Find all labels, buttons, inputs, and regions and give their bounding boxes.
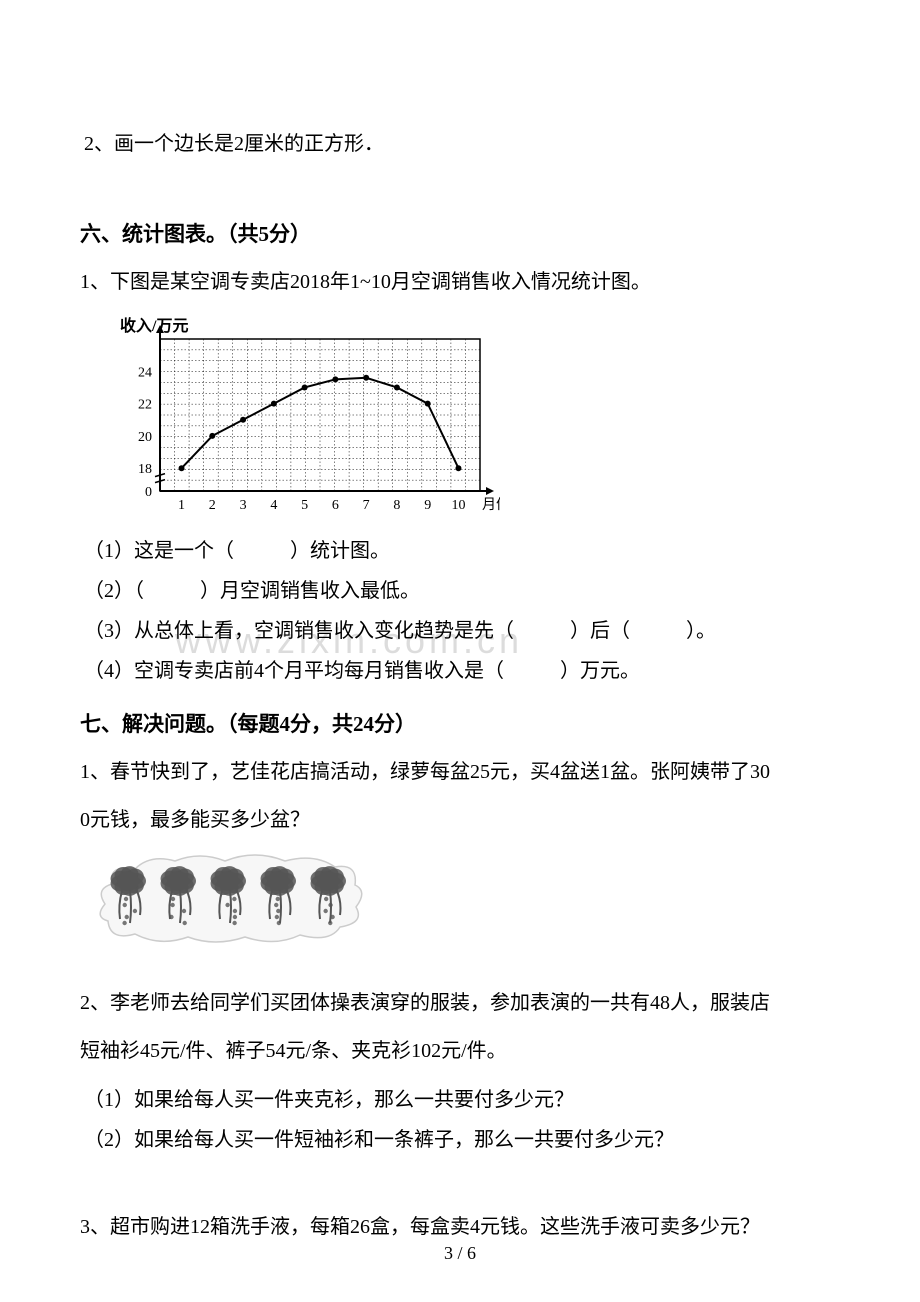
plants-svg bbox=[90, 849, 370, 949]
s6-sub4-a: （4）空调专卖店前4个月平均每月销售收入是（ bbox=[84, 660, 504, 682]
s6-sub4: （4）空调专卖店前4个月平均每月销售收入是（ ）万元。 bbox=[80, 651, 840, 691]
s6-sub1-a: （1）这是一个（ bbox=[84, 540, 234, 562]
svg-text:10: 10 bbox=[451, 498, 465, 513]
svg-text:6: 6 bbox=[332, 498, 339, 513]
s6-sub1-b: ）统计图。 bbox=[290, 540, 390, 562]
svg-text:9: 9 bbox=[424, 498, 431, 513]
svg-text:4: 4 bbox=[270, 498, 277, 513]
svg-text:24: 24 bbox=[138, 365, 152, 380]
svg-text:20: 20 bbox=[138, 430, 152, 445]
svg-text:月份: 月份 bbox=[482, 497, 500, 513]
s6-sub4-b: ）万元。 bbox=[560, 660, 640, 682]
svg-text:收入/万元: 收入/万元 bbox=[120, 316, 188, 335]
s7-q1-line2: 0元钱，最多能买多少盆？ bbox=[80, 801, 840, 839]
s7-q2-sub2: （2）如果给每人买一件短袖衫和一条裤子，那么一共要付多少元？ bbox=[80, 1120, 840, 1160]
s7-q2-line2: 短袖衫45元/件、裤子54元/条、夹克衫102元/件。 bbox=[80, 1032, 840, 1070]
s6-sub3-b: ）后（ bbox=[570, 620, 630, 642]
svg-text:8: 8 bbox=[393, 498, 400, 513]
s7-q2-sub1: （1）如果给每人买一件夹克衫，那么一共要付多少元？ bbox=[80, 1080, 840, 1120]
s7-q2-line1: 2、李老师去给同学们买团体操表演穿的服装，参加表演的一共有48人，服装店 bbox=[80, 984, 840, 1022]
s6-sub3-c: ）。 bbox=[686, 620, 716, 642]
page-number: 3 / 6 bbox=[0, 1243, 920, 1264]
s6-sub1: （1）这是一个（ ）统计图。 bbox=[80, 531, 840, 571]
svg-text:22: 22 bbox=[138, 397, 152, 412]
svg-text:1: 1 bbox=[178, 498, 185, 513]
svg-text:7: 7 bbox=[363, 498, 370, 513]
s6-sub2-b: ）月空调销售收入最低。 bbox=[200, 580, 420, 602]
s7-q1-line1: 1、春节快到了，艺佳花店搞活动，绿萝每盆25元，买4盆送1盆。张阿姨带了30 bbox=[80, 753, 840, 791]
section-6-title: 六、统计图表。（共5分） bbox=[80, 215, 840, 255]
svg-text:5: 5 bbox=[301, 498, 308, 513]
section-6-intro: 1、下图是某空调专卖店2018年1~10月空调销售收入情况统计图。 bbox=[80, 263, 840, 301]
s6-sub3: （3）从总体上看，空调销售收入变化趋势是先（ ）后（ ）。 bbox=[80, 611, 840, 651]
s6-sub2: （2）（ ）月空调销售收入最低。 bbox=[80, 571, 840, 611]
s6-sub2-a: （2）（ bbox=[84, 580, 144, 602]
s6-sub3-a: （3）从总体上看，空调销售收入变化趋势是先（ bbox=[84, 620, 514, 642]
svg-text:0: 0 bbox=[145, 485, 152, 500]
sales-line-chart: 收入/万元 0 18 20 22 24 1 2 3 4 5 6 7 8 9 10 月份 bbox=[100, 311, 840, 521]
svg-text:2: 2 bbox=[209, 498, 216, 513]
plants-illustration bbox=[90, 849, 840, 954]
section-7-title: 七、解决问题。（每题4分，共24分） bbox=[80, 705, 840, 745]
svg-text:3: 3 bbox=[240, 498, 247, 513]
line-chart-svg: 收入/万元 0 18 20 22 24 1 2 3 4 5 6 7 8 9 10 月份 bbox=[100, 311, 500, 521]
question-draw-square: 2、画一个边长是2厘米的正方形． bbox=[80, 125, 840, 163]
svg-text:18: 18 bbox=[138, 462, 152, 477]
s7-q3: 3、超市购进12箱洗手液，每箱26盒，每盒卖4元钱。这些洗手液可卖多少元？ bbox=[80, 1208, 840, 1246]
